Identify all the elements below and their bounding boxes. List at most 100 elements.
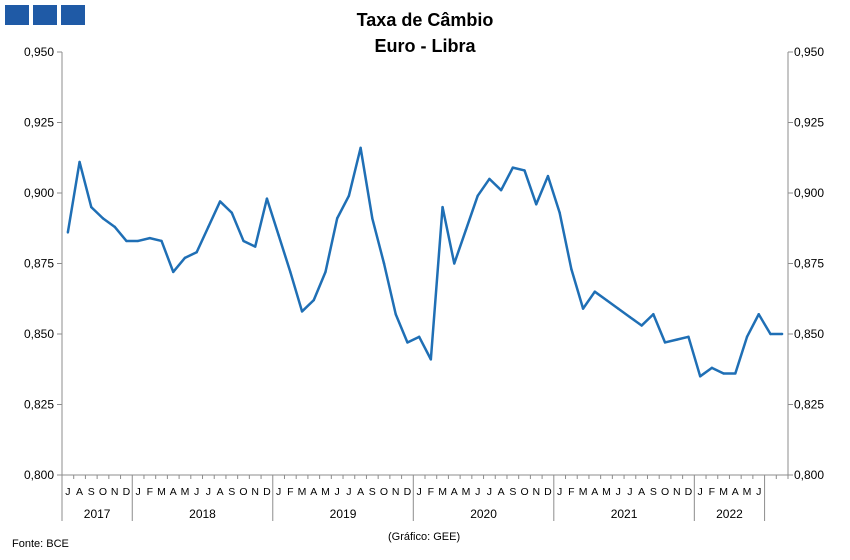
data-point: [488, 177, 491, 181]
data-point: [277, 234, 280, 237]
data-point: [183, 256, 187, 260]
data-point: [172, 270, 175, 274]
x-tick-label: A: [310, 486, 317, 498]
data-point: [617, 307, 620, 310]
y-tick-label-right: 0,825: [794, 398, 824, 412]
data-point: [148, 236, 152, 240]
data-point: [652, 313, 655, 316]
data-point: [511, 166, 515, 169]
x-tick-label: D: [404, 486, 412, 498]
x-tick-label: M: [719, 486, 728, 498]
x-tick-label: M: [157, 486, 166, 498]
y-tick-label-right: 0,925: [794, 116, 824, 130]
data-point: [687, 335, 690, 339]
x-tick-label: M: [438, 486, 447, 498]
data-point: [78, 160, 81, 164]
x-tick-label: J: [65, 486, 70, 498]
x-tick-label: S: [88, 486, 95, 498]
data-point: [254, 245, 257, 248]
year-label: 2018: [189, 507, 216, 521]
data-point: [780, 332, 784, 336]
data-point: [546, 174, 550, 178]
y-tick-label-left: 0,950: [24, 45, 54, 59]
chart-subtitle: Euro - Libra: [374, 36, 476, 56]
y-tick-label-right: 0,800: [794, 468, 824, 482]
y-tick-label-right: 0,950: [794, 45, 824, 59]
x-tick-label: M: [602, 486, 611, 498]
x-tick-label: F: [147, 486, 153, 498]
x-tick-label: M: [298, 486, 307, 498]
year-label: 2022: [716, 507, 743, 521]
x-tick-label: F: [709, 486, 715, 498]
data-point: [675, 338, 678, 341]
x-tick-label: O: [239, 486, 247, 498]
data-point: [359, 146, 362, 150]
data-point: [745, 335, 749, 339]
x-tick-label: N: [532, 486, 540, 498]
x-tick-label: S: [369, 486, 376, 498]
data-point: [207, 225, 210, 229]
data-point: [382, 262, 386, 265]
year-label: 2021: [611, 507, 638, 521]
data-point: [160, 239, 163, 243]
data-point: [499, 188, 503, 192]
x-tick-label: D: [263, 486, 271, 498]
x-tick-label: J: [335, 486, 340, 498]
data-point: [195, 251, 198, 254]
x-tick-label: J: [756, 486, 761, 498]
x-tick-label: A: [638, 486, 645, 498]
year-label: 2019: [330, 507, 357, 521]
data-point: [663, 341, 667, 344]
data-point: [406, 341, 409, 344]
x-tick-label: S: [509, 486, 516, 498]
data-point: [453, 262, 456, 265]
data-point: [417, 335, 421, 339]
data-point: [300, 310, 304, 313]
x-tick-label: A: [732, 486, 739, 498]
y-tick-label-left: 0,800: [24, 468, 54, 482]
data-point: [722, 372, 725, 375]
x-tick-label: J: [276, 486, 281, 498]
x-tick-label: J: [194, 486, 199, 498]
data-point: [113, 225, 116, 229]
data-point: [312, 298, 315, 302]
x-tick-label: O: [520, 486, 528, 498]
data-point: [66, 231, 70, 234]
x-tick-label: J: [557, 486, 562, 498]
x-tick-label: J: [135, 486, 140, 498]
x-tick-label: O: [661, 486, 669, 498]
x-tick-label: A: [170, 486, 177, 498]
data-point: [581, 307, 585, 310]
x-tick-label: J: [475, 486, 480, 498]
y-tick-label-right: 0,875: [794, 257, 824, 271]
x-tick-label: O: [380, 486, 388, 498]
x-tick-label: J: [616, 486, 621, 498]
data-point: [441, 205, 444, 209]
x-tick-label: N: [673, 486, 681, 498]
data-point: [136, 239, 140, 243]
data-point: [605, 298, 608, 302]
x-tick-label: J: [206, 486, 211, 498]
x-tick-label: F: [428, 486, 434, 498]
x-tick-label: A: [76, 486, 83, 498]
x-tick-label: A: [591, 486, 598, 498]
data-point: [230, 211, 233, 214]
data-point: [324, 270, 327, 274]
x-tick-label: N: [392, 486, 400, 498]
data-point: [476, 194, 479, 198]
x-tick-label: S: [650, 486, 657, 498]
x-tick-label: A: [217, 486, 224, 498]
data-point: [628, 315, 632, 319]
x-tick-label: J: [346, 486, 351, 498]
logo-square-3: [61, 5, 85, 25]
series-line: [66, 146, 783, 378]
data-point: [265, 197, 269, 200]
data-point: [558, 211, 561, 214]
y-tick-label-left: 0,900: [24, 186, 54, 200]
y-tick-label-right: 0,900: [794, 186, 824, 200]
y-tick-label-right: 0,850: [794, 327, 824, 341]
x-tick-label: D: [123, 486, 131, 498]
x-tick-label: J: [487, 486, 492, 498]
data-point: [242, 239, 245, 243]
